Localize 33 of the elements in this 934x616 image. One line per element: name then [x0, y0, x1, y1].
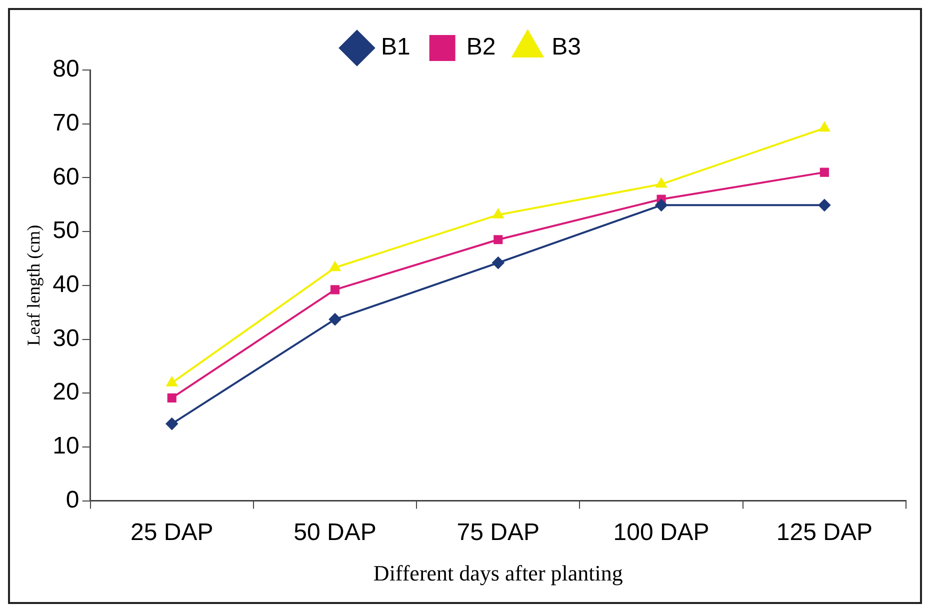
point — [166, 376, 178, 386]
y-tick-label: 60 — [52, 163, 80, 190]
legend-label: B1 — [380, 34, 410, 61]
y-tick-label: 40 — [52, 271, 80, 298]
point — [819, 122, 830, 132]
point — [492, 256, 504, 269]
legend-label: B2 — [466, 34, 496, 61]
point — [655, 199, 668, 212]
point — [820, 168, 829, 177]
point — [329, 313, 342, 326]
point — [330, 285, 340, 294]
y-tick-label: 30 — [52, 324, 80, 352]
y-tick-label: 20 — [52, 378, 80, 406]
legend-label: B3 — [552, 34, 582, 61]
point — [166, 418, 178, 430]
y-tick-label: 10 — [52, 432, 80, 460]
x-tick-label: 50 DAP — [294, 518, 376, 546]
y-tick-label: 0 — [66, 486, 80, 514]
y-tick-label: 80 — [52, 56, 80, 83]
point — [330, 262, 340, 272]
y-tick-label: 50 — [52, 217, 80, 244]
x-tick-label: 25 DAP — [130, 518, 214, 546]
x-tick-label: 125 DAP — [776, 518, 872, 546]
point — [656, 178, 667, 188]
y-axis-title: Leaf length (cm) — [24, 224, 44, 346]
x-axis-title: Different days after planting — [373, 560, 623, 586]
point — [492, 208, 504, 218]
y-tick-label: 70 — [52, 109, 80, 136]
point — [167, 393, 176, 402]
x-tick-label: 100 DAP — [613, 518, 710, 546]
x-tick-label: 75 DAP — [456, 518, 540, 546]
point — [494, 235, 503, 244]
point — [818, 199, 830, 212]
